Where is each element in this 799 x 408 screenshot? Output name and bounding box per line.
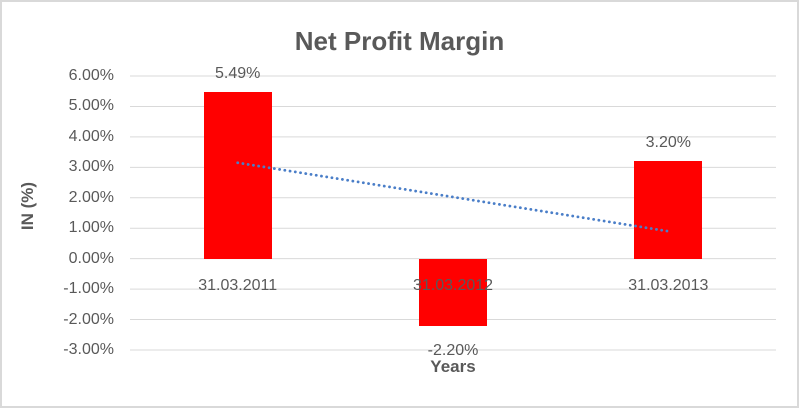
bar-31.03.2013 xyxy=(634,161,703,259)
trendline xyxy=(236,161,670,233)
y-tick-label: 1.00% xyxy=(68,219,114,237)
bar-31.03.2011 xyxy=(203,91,272,259)
y-tick-label: 2.00% xyxy=(68,188,114,206)
x-category-label: 31.03.2013 xyxy=(628,276,709,294)
y-tick-label: 5.00% xyxy=(68,97,114,115)
y-tick-label: -2.00% xyxy=(63,310,114,328)
y-tick-label: 3.00% xyxy=(68,158,114,176)
data-label: -2.20% xyxy=(427,341,479,359)
y-tick-label: -1.00% xyxy=(63,280,114,298)
x-category-label: 31.03.2012 xyxy=(412,276,494,294)
y-tick-label: 0.00% xyxy=(68,249,114,267)
y-tick-label: 4.00% xyxy=(68,127,114,145)
bar-31.03.2012 xyxy=(419,258,487,326)
y-axis-title: IN (%) xyxy=(18,181,37,231)
data-label: 3.20% xyxy=(645,134,692,152)
chart-title: Net Profit Margin xyxy=(294,26,505,56)
y-tick-label: 6.00% xyxy=(68,67,114,84)
y-tick-label: -3.00% xyxy=(63,341,114,358)
x-axis-title: Years xyxy=(430,357,476,376)
data-label: 5.49% xyxy=(214,64,261,82)
x-category-label: 31.03.2011 xyxy=(198,276,278,294)
